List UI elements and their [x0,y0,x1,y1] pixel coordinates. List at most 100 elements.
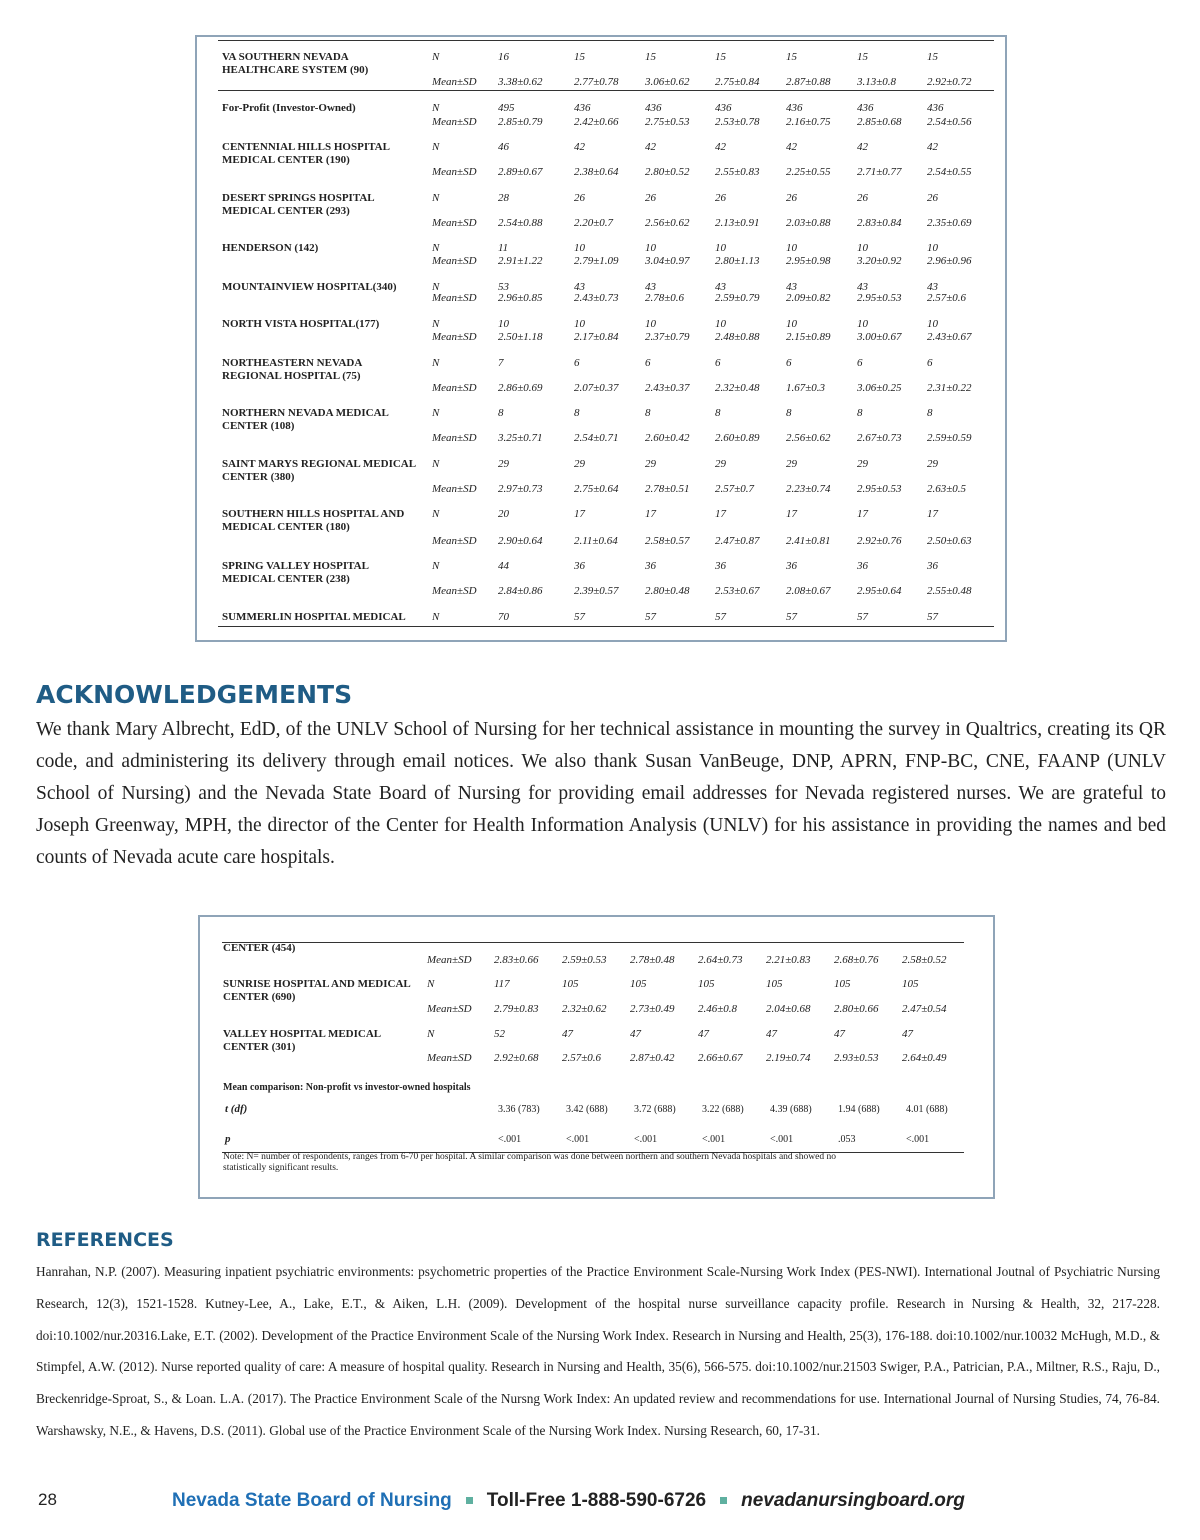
cell: 8 [927,407,933,419]
cell: 2.41±0.81 [786,535,831,547]
cell: 3.04±0.97 [645,255,690,267]
stat-label: Mean±SD [432,217,477,229]
cell: 2.80±0.48 [645,585,690,597]
cell: 8 [715,407,721,419]
stat-label: N [432,508,440,520]
footer-bar: Nevada State Board of Nursing Toll-Free 1… [172,1490,965,1512]
row-label: DESERT SPRINGS HOSPITAL MEDICAL CENTER (… [222,192,375,217]
cell: 36 [927,560,938,572]
cell: 2.54±0.71 [574,432,619,444]
stat-label: Mean±SD [432,382,477,394]
cell: 2.79±0.83 [494,1003,539,1015]
cell: 2.71±0.77 [857,166,902,178]
table-note: Note: N= number of respondents, ranges f… [223,1152,836,1173]
rule [222,942,964,943]
cell: 105 [630,978,647,990]
cell: 52 [494,1028,505,1040]
cell: 495 [498,102,515,114]
cell: 42 [574,141,585,153]
cell: 47 [698,1028,709,1040]
cell: 26 [857,192,868,204]
cell: 2.67±0.73 [857,432,902,444]
cell: 2.79±1.09 [574,255,619,267]
footer-phone: Toll-Free 1-888-590-6726 [486,1490,707,1511]
cell: 17 [927,508,938,520]
cell: 2.57±0.7 [715,483,755,495]
cell: 10 [786,318,797,330]
stat-label: Mean±SD [427,1003,472,1015]
cell: 2.92±0.68 [494,1052,539,1064]
cell: <.001 [498,1134,522,1145]
cell: 2.54±0.88 [498,217,543,229]
cell: 2.92±0.72 [927,76,972,88]
cell: 2.09±0.82 [786,292,831,304]
stat-label: Mean±SD [432,331,477,343]
stat-label: N [432,192,440,204]
cell: 3.20±0.92 [857,255,902,267]
ack-text: We thank Mary Albrecht, EdD, of the UNLV… [36,719,1166,868]
stat-label: Mean±SD [432,292,477,304]
cell: 42 [645,141,656,153]
cell: 2.20±0.7 [574,217,614,229]
cell: 6 [857,357,863,369]
cell: 47 [562,1028,573,1040]
cell: 3.25±0.71 [498,432,543,444]
cell: 2.43±0.67 [927,331,972,343]
cell: 42 [715,141,726,153]
cell: 10 [857,318,868,330]
cell: 2.11±0.64 [574,535,618,547]
cell: 436 [857,102,874,114]
cell: 2.68±0.76 [834,954,879,966]
cell: 57 [645,611,656,623]
cell: 2.08±0.67 [786,585,831,597]
cell: 2.21±0.83 [766,954,811,966]
cell: .053 [838,1134,856,1145]
cell: 15 [927,51,938,63]
cell: 2.57±0.6 [562,1052,602,1064]
cell: 2.58±0.57 [645,535,690,547]
cell: 10 [574,242,585,254]
cell: 2.60±0.42 [645,432,690,444]
row-label: SUNRISE HOSPITAL AND MEDICAL CENTER (690… [223,978,411,1003]
cell: 2.75±0.64 [574,483,619,495]
separator [465,1497,473,1505]
cell: 46 [498,141,509,153]
cell: 43 [927,281,938,293]
cell: 2.48±0.88 [715,331,760,343]
comparison-title: Mean comparison: Non-profit vs investor-… [223,1082,471,1093]
cell: 2.86±0.69 [498,382,543,394]
cell: 8 [498,407,504,419]
stat-label: t (df) [225,1103,248,1115]
cell: 2.78±0.51 [645,483,690,495]
cell: 2.92±0.76 [857,535,902,547]
cell: 15 [574,51,585,63]
cell: 42 [857,141,868,153]
cell: 436 [715,102,732,114]
cell: 1.94 (688) [838,1104,880,1115]
cell: 15 [645,51,656,63]
cell: 70 [498,611,509,623]
table2-frame [198,915,995,1199]
cell: 17 [574,508,585,520]
cell: 44 [498,560,509,572]
row-label: CENTER (454) [223,942,296,954]
cell: 2.80±0.52 [645,166,690,178]
page-number: 28 [38,1490,57,1509]
cell: 6 [645,357,651,369]
cell: 2.75±0.84 [715,76,760,88]
cell: 2.96±0.85 [498,292,543,304]
stat-label: N [432,357,440,369]
stat-label: N [432,407,440,419]
cell: 29 [645,458,656,470]
cell: 26 [645,192,656,204]
cell: 2.46±0.8 [698,1003,738,1015]
cell: 2.64±0.49 [902,1052,947,1064]
cell: 26 [574,192,585,204]
cell: 2.35±0.69 [927,217,972,229]
row-label: NORTH VISTA HOSPITAL(177) [222,318,380,330]
cell: 57 [786,611,797,623]
cell: 7 [498,357,504,369]
footer-org: Nevada State Board of Nursing [172,1490,452,1511]
cell: 3.36 (783) [498,1104,540,1115]
cell: 10 [927,242,938,254]
